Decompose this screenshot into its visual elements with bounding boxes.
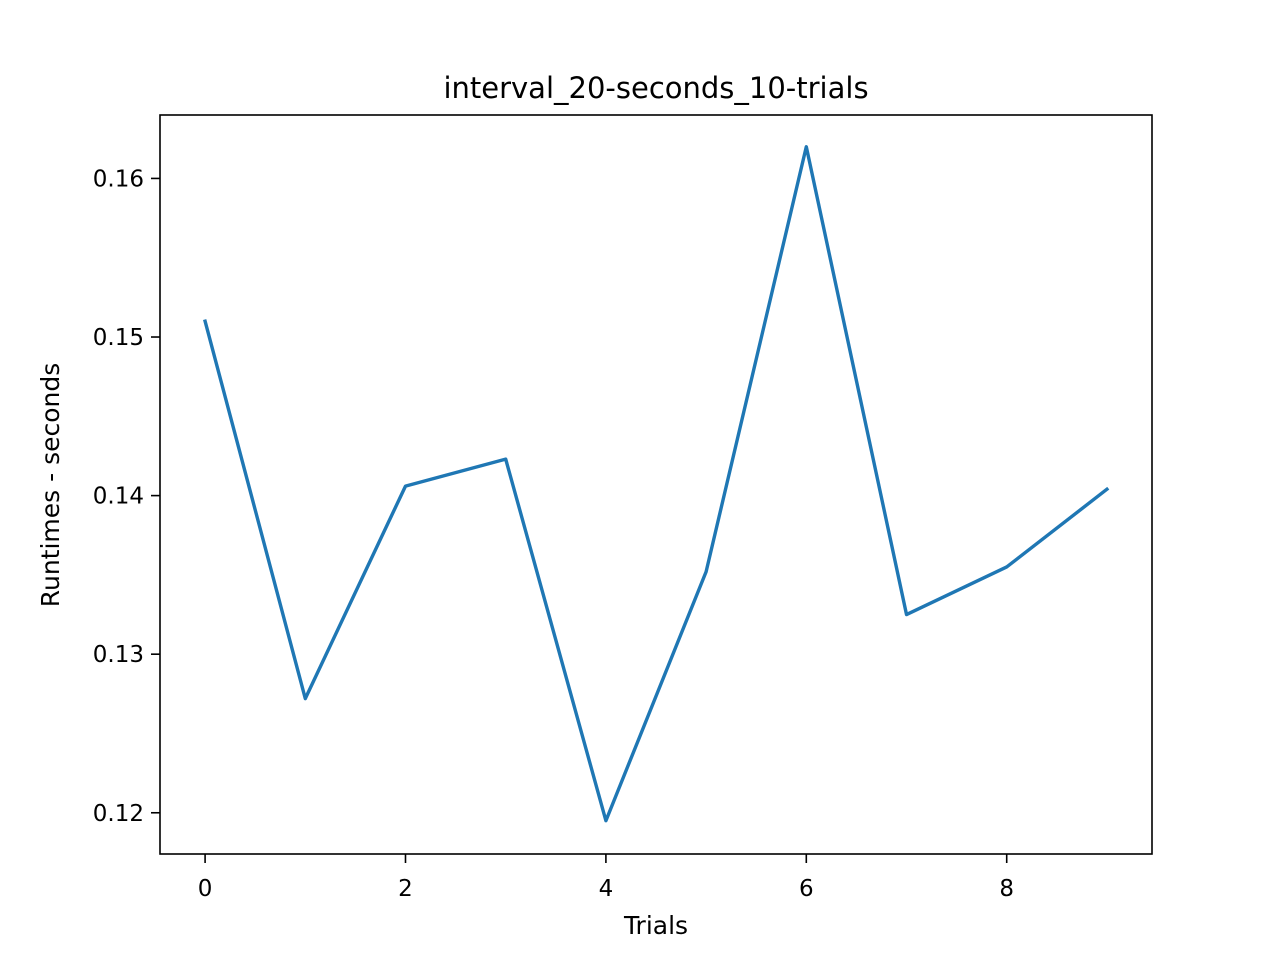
y-axis-label: Runtimes - seconds <box>36 363 65 608</box>
y-tick-label: 0.14 <box>93 484 144 510</box>
x-tick-label: 6 <box>799 876 814 902</box>
x-axis: 0 2 4 6 8 <box>198 854 1014 902</box>
x-tick-label: 2 <box>398 876 413 902</box>
y-axis: 0.12 0.13 0.14 0.15 0.16 <box>93 166 160 827</box>
y-tick-label: 0.13 <box>93 642 144 668</box>
chart-title: interval_20-seconds_10-trials <box>443 71 868 105</box>
y-tick-label: 0.16 <box>93 166 144 192</box>
x-axis-label: Trials <box>623 911 688 940</box>
x-tick-label: 4 <box>599 876 614 902</box>
y-tick-label: 0.12 <box>93 801 144 827</box>
x-tick-label: 8 <box>999 876 1014 902</box>
x-tick-label: 0 <box>198 876 213 902</box>
series-line-0 <box>203 145 1110 823</box>
series-layer <box>203 145 1110 823</box>
y-tick-label: 0.15 <box>93 325 144 351</box>
plot-frame <box>159 114 1153 855</box>
